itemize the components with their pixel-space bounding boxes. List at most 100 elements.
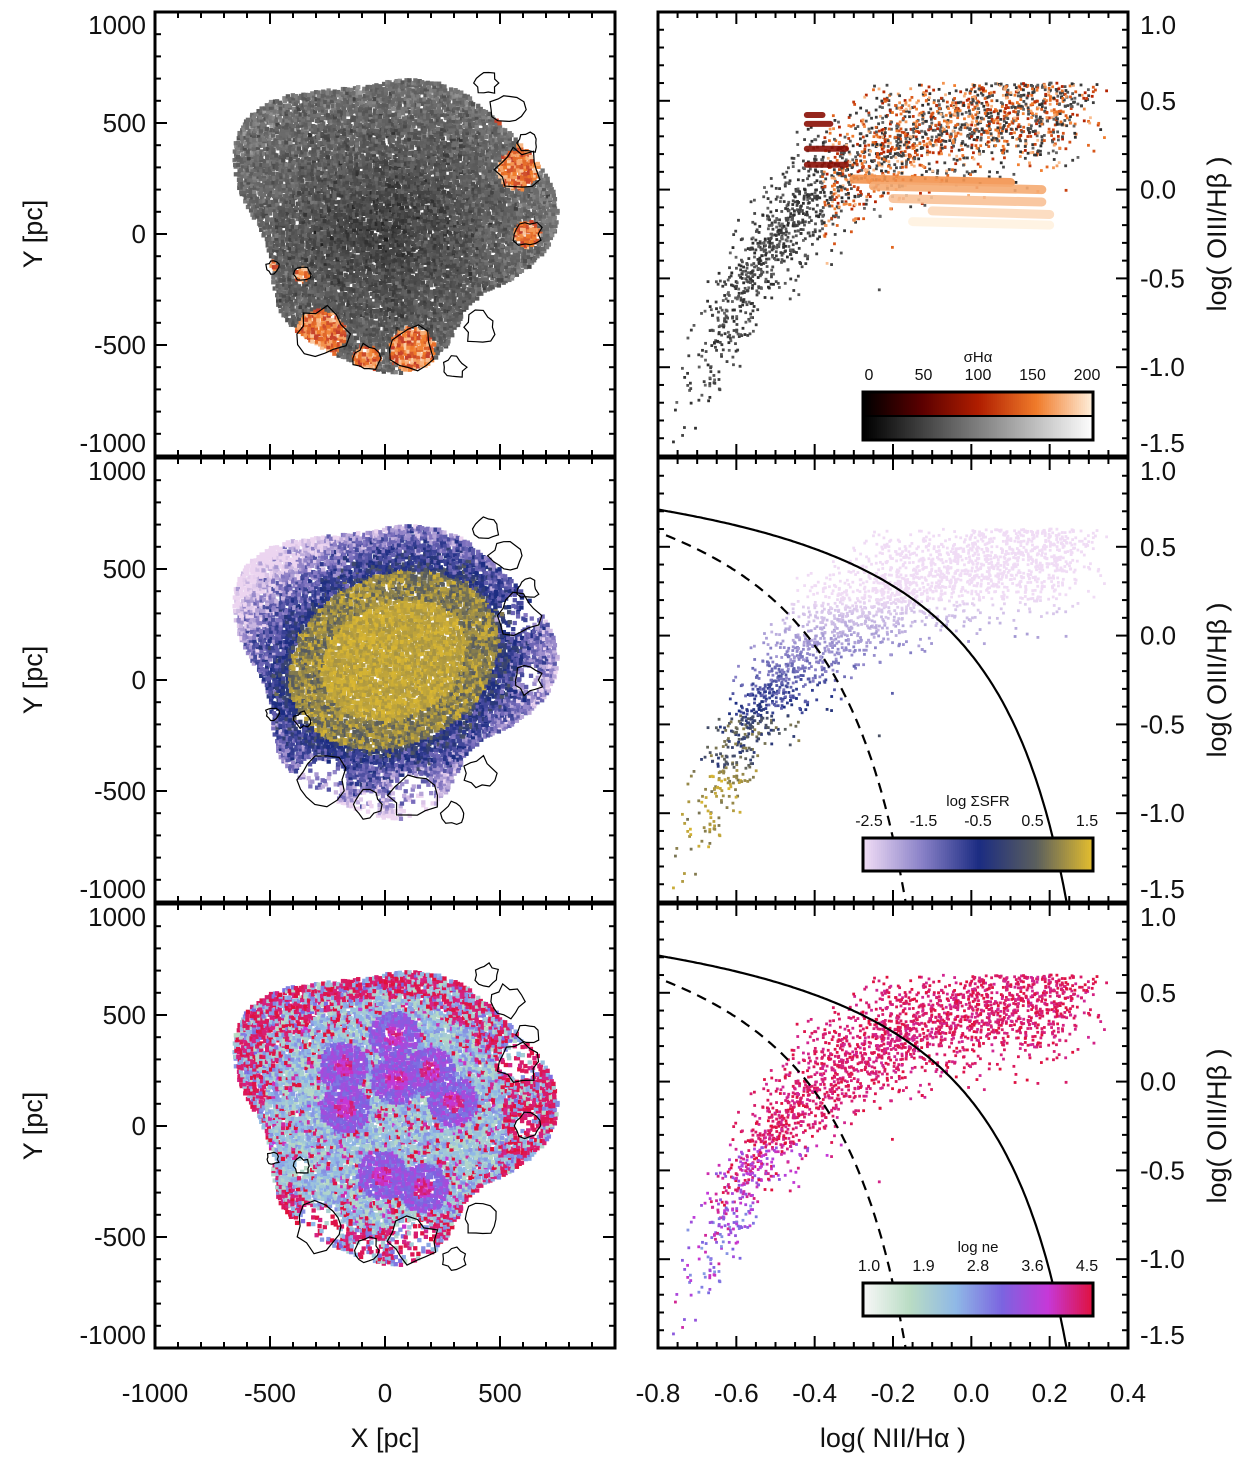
map-pixel (285, 237, 290, 242)
map-pixel (385, 323, 390, 328)
map-pixel (310, 240, 316, 245)
map-pixel (272, 184, 278, 189)
map-pixel (287, 136, 292, 142)
map-pixel (430, 311, 435, 317)
map-pixel (303, 236, 309, 241)
map-pixel (451, 308, 456, 314)
map-pixel (320, 237, 325, 242)
map-pixel (423, 298, 428, 304)
map-pixel (308, 236, 313, 241)
map-pixel (395, 217, 400, 222)
map-pixel (400, 233, 406, 238)
map-pixel (388, 303, 394, 309)
map-pixel (432, 320, 437, 325)
map-pixel (243, 173, 249, 179)
map-pixel (304, 293, 309, 298)
map-pixel (345, 103, 350, 108)
map-pixel (326, 215, 331, 220)
map-pixel (446, 308, 452, 313)
map-pixel (390, 199, 396, 204)
map-pixel (413, 283, 419, 289)
map-pixel (274, 130, 280, 135)
map-pixel (348, 224, 354, 229)
map-pixel (449, 205, 454, 211)
map-pixel (394, 272, 399, 278)
map-pixel (417, 254, 422, 259)
map-pixel (326, 286, 331, 292)
map-pixel (404, 146, 409, 152)
map-pixel (309, 307, 315, 312)
map-pixel (279, 298, 284, 303)
map-pixel (432, 158, 437, 164)
map-pixel (365, 84, 370, 90)
map-pixel (436, 126, 441, 132)
map-pixel (397, 351, 403, 356)
map-pixel (365, 255, 370, 260)
map-pixel (399, 84, 405, 90)
map-pixel (442, 214, 447, 219)
map-pixel (381, 133, 387, 138)
map-pixel (323, 240, 328, 245)
map-pixel (443, 326, 448, 331)
map-pixel (314, 162, 319, 167)
map-pixel (387, 201, 392, 207)
map-pixel (399, 355, 405, 360)
map-pixel (407, 156, 412, 161)
map-pixel (354, 277, 360, 282)
map-pixel (345, 143, 351, 148)
map-pixel (278, 105, 283, 111)
map-pixel (252, 192, 257, 198)
map-pixel (272, 247, 277, 253)
map-pixel (252, 140, 258, 146)
map-pixel (349, 258, 355, 264)
map-pixel (262, 224, 267, 230)
map-pixel (269, 123, 274, 128)
map-pixel (348, 291, 353, 296)
map-pixel (428, 252, 434, 258)
map-pixel (296, 129, 302, 134)
map-pixel (353, 240, 358, 245)
map-pixel (313, 317, 318, 322)
map-pixel (406, 341, 411, 346)
map-pixel (337, 166, 342, 172)
map-pixel (407, 93, 412, 98)
map-pixel (247, 201, 252, 207)
map-pixel (443, 229, 448, 235)
map-pixel (391, 202, 397, 208)
map-pixel (334, 171, 339, 176)
map-pixel (391, 318, 396, 323)
map-pixel (316, 227, 321, 232)
map-pixel (357, 229, 363, 234)
map-pixel (300, 170, 306, 176)
map-pixel (403, 139, 408, 145)
map-pixel (351, 115, 357, 121)
map-pixel (303, 260, 308, 265)
map-pixel (365, 159, 370, 164)
map-pixel (413, 98, 419, 104)
map-pixel (288, 242, 294, 248)
map-pixel (426, 224, 431, 229)
map-pixel (394, 152, 399, 157)
map-pixel (358, 293, 363, 298)
map-pixel (319, 126, 324, 132)
map-pixel (304, 186, 309, 191)
map-pixel (392, 230, 397, 236)
map-pixel (446, 102, 451, 108)
map-pixel (322, 324, 327, 329)
map-pixel (323, 158, 328, 163)
map-pixel (317, 302, 322, 307)
map-pixel (427, 215, 432, 220)
map-pixel (394, 115, 399, 121)
map-pixel (342, 277, 347, 282)
map-pixel (291, 254, 296, 260)
map-pixel (420, 143, 425, 148)
map-pixel (445, 205, 450, 210)
map-pixel (348, 106, 353, 111)
map-pixel (384, 208, 389, 213)
map-pixel (290, 147, 296, 152)
map-pixel (316, 186, 321, 192)
map-pixel (448, 226, 454, 231)
map-pixel (255, 172, 260, 177)
map-pixel (445, 180, 450, 186)
map-pixel (423, 289, 428, 294)
